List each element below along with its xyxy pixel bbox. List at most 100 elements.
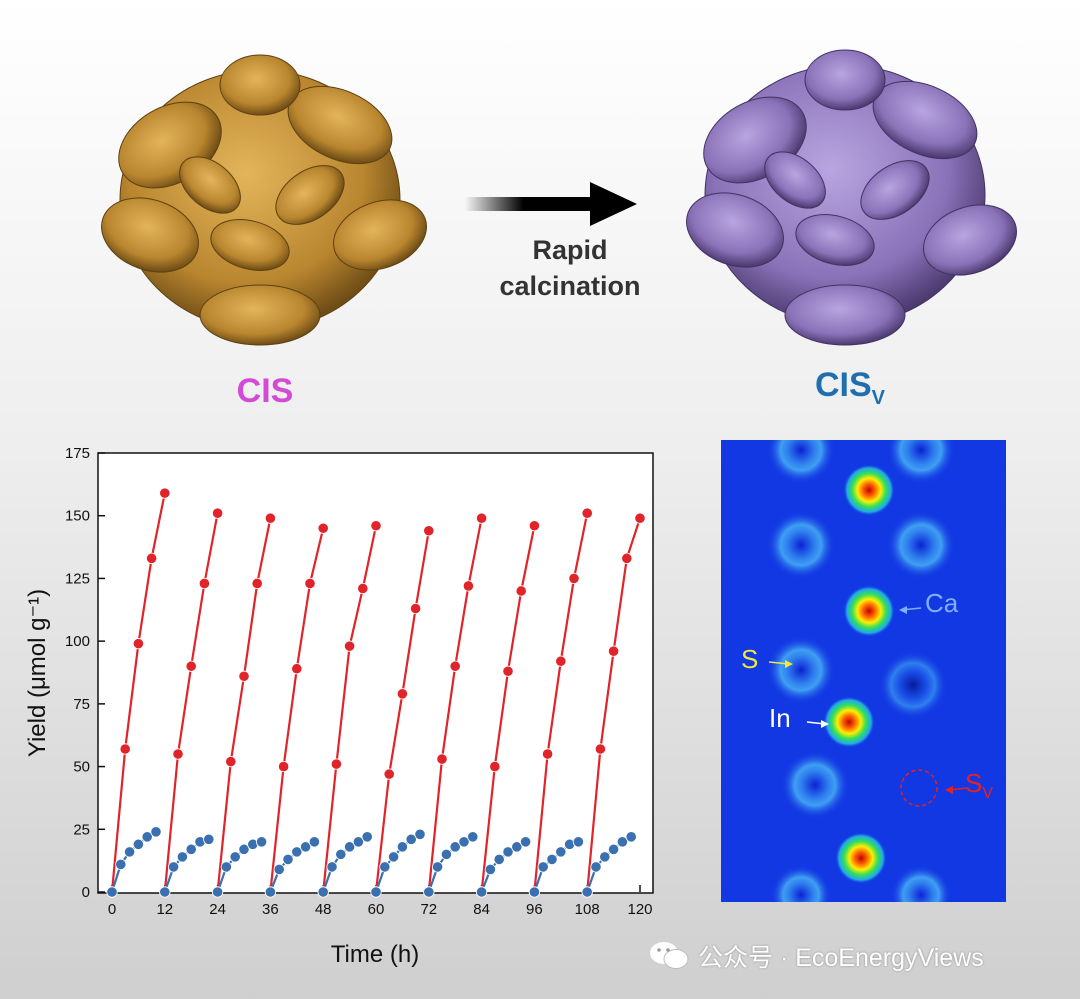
watermark-text: 公众号 · EcoEnergyViews — [698, 944, 984, 972]
series-0-point — [370, 520, 382, 532]
series-0-point — [515, 585, 527, 597]
series-1-point — [431, 861, 444, 873]
series-1-point — [449, 841, 461, 853]
series-1-point — [343, 841, 356, 853]
series-1-point — [106, 886, 118, 898]
in-label: In — [769, 703, 791, 733]
series-0-point — [277, 760, 290, 773]
series-1-point — [255, 836, 268, 848]
x-tick-label: 12 — [156, 901, 173, 918]
metal-atom-sites — [823, 464, 895, 884]
x-axis-label: Time (h) — [331, 941, 419, 968]
series-0-point — [594, 743, 607, 755]
series-0-point — [357, 582, 369, 595]
series-1-point — [625, 831, 637, 843]
series-0-point — [462, 580, 474, 592]
x-tick-label: 60 — [368, 901, 385, 918]
series-0-point — [343, 640, 356, 652]
series-0-point — [238, 670, 250, 682]
series-0-point — [449, 660, 461, 672]
series-1-point — [352, 836, 364, 848]
y-tick-label: 50 — [73, 759, 90, 776]
series-1-point — [458, 836, 470, 848]
x-tick-label: 84 — [473, 901, 490, 918]
yield-chart: 0 12 24 36 48 60 72 84 96 108 120 0 25 50 75 100 125 150 1… — [24, 445, 654, 968]
series-1-point — [370, 886, 382, 898]
process-label-line1: Rapid — [532, 235, 608, 265]
series-0-point — [541, 748, 554, 760]
series-0-point — [264, 512, 276, 524]
series-0-point — [396, 688, 408, 700]
cis-label: CIS — [236, 372, 294, 410]
series-1-point — [299, 841, 312, 853]
series-0-point — [291, 663, 303, 675]
y-tick-label: 100 — [65, 633, 90, 650]
series-1-point — [590, 861, 602, 873]
x-tick-label: 24 — [209, 901, 226, 918]
series-0-point — [528, 520, 541, 532]
wechat-icon — [650, 942, 689, 969]
series-1-point — [607, 843, 620, 855]
series-0-point — [225, 755, 237, 768]
series-0-point — [159, 487, 171, 499]
series-1-point — [291, 846, 303, 858]
series-1-point — [185, 843, 197, 855]
series-0-point — [475, 512, 488, 524]
series-1-point — [220, 861, 232, 873]
series-1-point — [502, 846, 514, 858]
series-1-point — [519, 836, 532, 848]
cisv-label-sub: V — [871, 386, 886, 409]
series-0-point — [607, 645, 620, 657]
series-0-point — [489, 760, 501, 773]
series-1-point — [423, 886, 435, 898]
series-1-point — [387, 851, 400, 863]
series-1-point — [572, 836, 585, 848]
series-0-point — [212, 507, 224, 519]
y-axis-label: Yield (μmol g⁻¹) — [24, 589, 51, 757]
series-1-point — [317, 886, 329, 898]
y-tick-label: 150 — [65, 508, 90, 525]
y-tick-label: 125 — [65, 570, 90, 587]
y-tick-label: 0 — [82, 884, 90, 901]
series-1-point — [467, 831, 479, 843]
series-1-point — [273, 863, 285, 876]
series-0-point — [146, 552, 158, 564]
series-1-point — [264, 886, 276, 898]
x-tick-label: 120 — [627, 901, 652, 918]
series-1-point — [203, 833, 215, 845]
x-tick-label: 0 — [108, 901, 116, 918]
series-1-point — [493, 853, 505, 865]
process-label: Rapid calcination — [470, 232, 670, 304]
series-1-point — [335, 848, 347, 860]
series-1-point — [414, 828, 426, 840]
process-label-line2: calcination — [499, 271, 641, 301]
process-arrow — [465, 182, 637, 226]
series-0-point — [423, 525, 435, 537]
series-1-point — [238, 843, 250, 855]
series-1-point — [440, 848, 452, 860]
series-1-point — [229, 851, 241, 863]
series-1-point — [159, 886, 171, 898]
series-1-point — [150, 826, 162, 838]
series-1-point — [361, 831, 373, 843]
series-1-point — [405, 833, 417, 845]
sv-label: SV — [965, 768, 993, 802]
series-0-point — [119, 743, 131, 755]
charge-density-map: Ca S In SV — [721, 440, 1006, 902]
series-1-point — [282, 853, 294, 865]
series-1-point — [141, 831, 153, 843]
y-tick-label: 25 — [73, 821, 90, 838]
series-0-point — [621, 552, 633, 564]
series-0-point — [568, 572, 580, 585]
cisv-label: CISV — [780, 366, 920, 410]
cisv-flower-image — [686, 49, 1017, 346]
series-1-point — [528, 886, 541, 898]
series-0-point — [581, 507, 593, 519]
series-0-point — [409, 602, 422, 615]
series-1-point — [124, 846, 136, 858]
series-1-point — [176, 851, 188, 863]
s-vacancy-marker — [900, 769, 938, 807]
series-0-point — [555, 655, 567, 667]
series-0-point — [502, 665, 514, 677]
